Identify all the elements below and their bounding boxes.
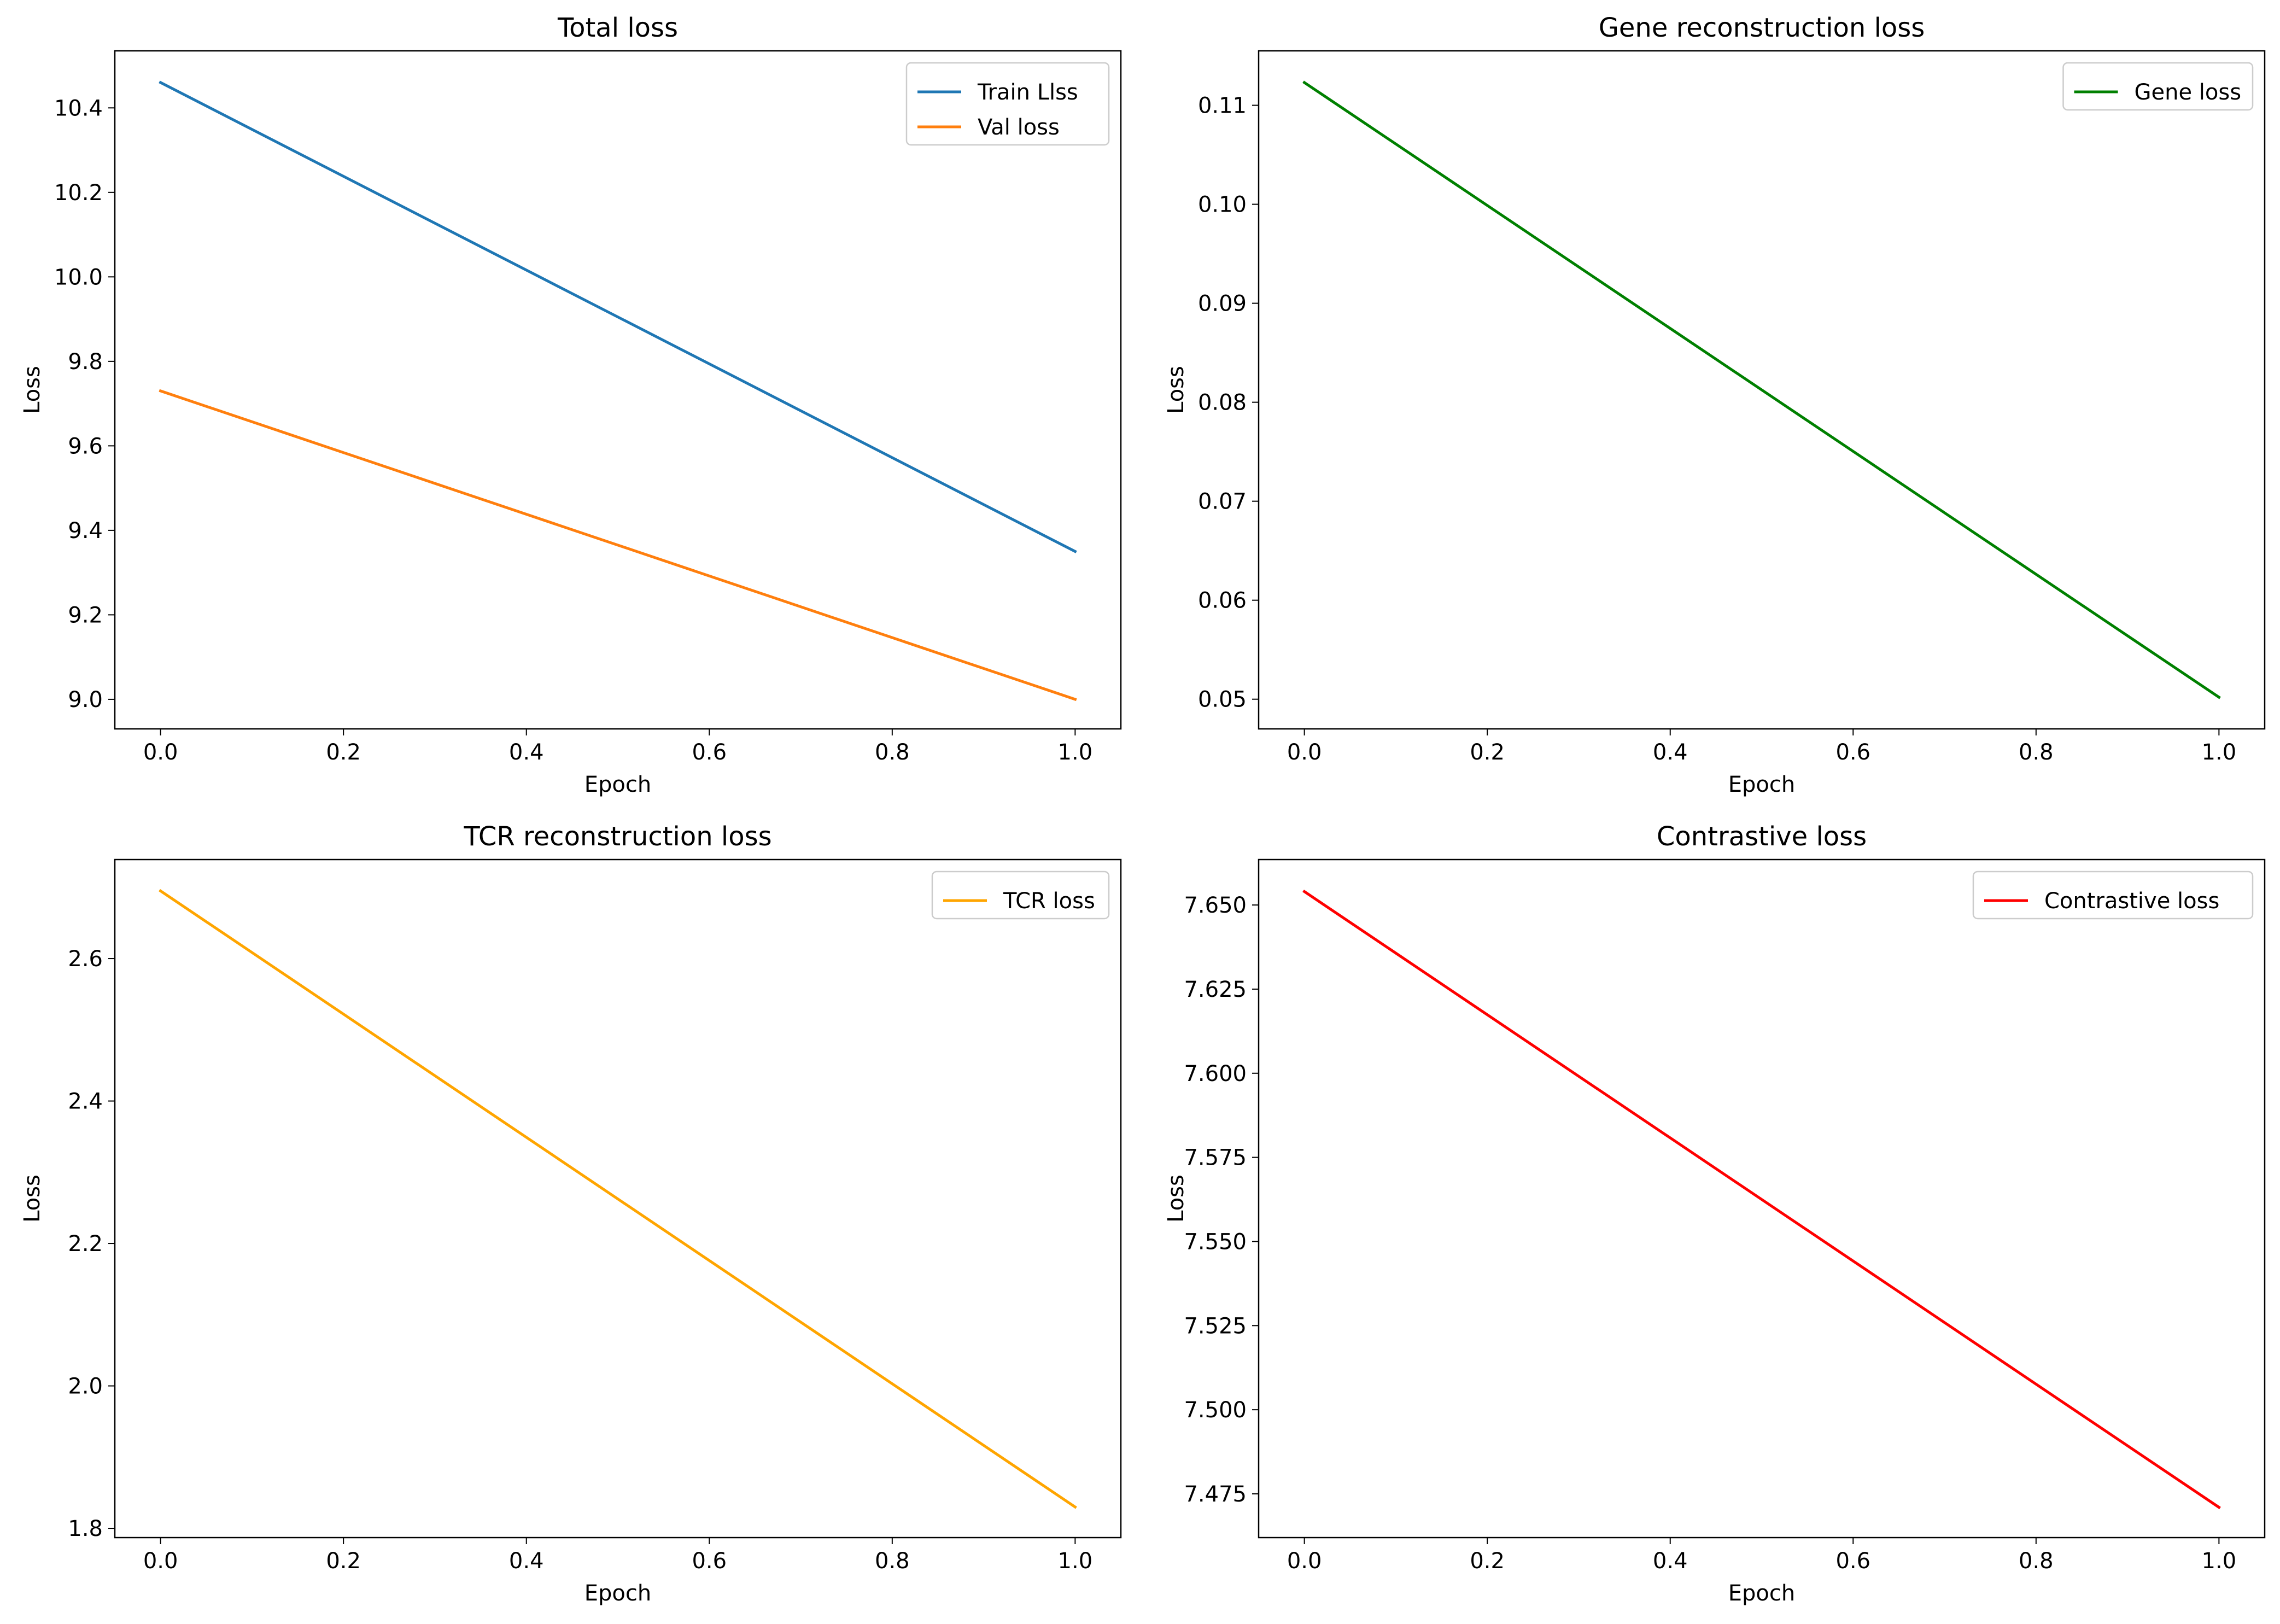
y-tick-label: 7.650: [1184, 893, 1247, 918]
y-tick-label: 2.2: [68, 1231, 103, 1257]
chart-panel-tcr-reconstruction-loss: TCR reconstruction loss 0.0 0.2 0.4 0.6 0.8 1.…: [20, 821, 1122, 1606]
legend: Contrastive loss: [1972, 871, 2254, 920]
y-tick-label: 2.0: [68, 1374, 103, 1399]
x-axis-label: Epoch: [584, 772, 651, 797]
y-tick-label: 7.600: [1184, 1061, 1247, 1086]
y-tick-label: 9.4: [68, 518, 103, 544]
x-tick-label: 0.0: [1287, 740, 1322, 765]
x-tick-label: 1.0: [1058, 1549, 1093, 1574]
chart-title: Total loss: [557, 13, 678, 43]
series-line-gene-loss: [1302, 80, 2221, 699]
legend-box: [905, 62, 1110, 146]
y-tick-label: 2.4: [68, 1089, 103, 1114]
legend-box: [1972, 871, 2254, 920]
y-tick-label: 9.8: [68, 349, 103, 375]
x-tick-label: 0.4: [1653, 1549, 1688, 1574]
x-tick-label: 0.8: [875, 740, 910, 765]
legend-label: Train Llss: [977, 80, 1078, 105]
y-axis-label: Loss: [20, 1175, 45, 1223]
legend: Gene loss: [2062, 62, 2254, 111]
x-tick-label: 0.4: [1653, 740, 1688, 765]
legend-box: [931, 871, 1110, 920]
x-tick-label: 0.6: [1835, 1549, 1870, 1574]
y-tick-label: 7.500: [1184, 1398, 1247, 1423]
chart-panel-gene-reconstruction-loss: Gene reconstruction loss 0.0 0.2 0.4 0.6 0.8 1…: [1164, 13, 2266, 797]
x-tick-label: 0.2: [326, 740, 361, 765]
x-axis-label: Epoch: [1728, 1581, 1795, 1606]
x-axis-label: Epoch: [1728, 772, 1795, 797]
chart-panel-total-loss: Total loss 0.0 0.2 0.4 0.6 0.8 1.0 9.0 9.2 9.4 9.6…: [20, 13, 1122, 797]
x-axis-label: Epoch: [584, 1581, 651, 1606]
plot-frame: [114, 858, 1122, 1539]
y-tick-label: 0.07: [1198, 489, 1247, 515]
x-tick-label: 0.2: [1470, 1549, 1505, 1574]
plot-frame: [1258, 858, 2266, 1539]
y-tick-label: 9.0: [68, 687, 103, 712]
series-line-tcr-loss: [159, 889, 1077, 1509]
y-tick-label: 7.625: [1184, 977, 1247, 1002]
series-line-val-loss: [159, 389, 1077, 702]
chart-title: TCR reconstruction loss: [463, 821, 771, 852]
plot-frame: [114, 50, 1122, 730]
series-line-contrastive-loss: [1302, 890, 2221, 1510]
y-tick-label: 9.6: [68, 434, 103, 459]
legend-label: Contrastive loss: [2044, 889, 2219, 914]
x-tick-label: 0.0: [1287, 1549, 1322, 1574]
y-tick-label: 7.550: [1184, 1229, 1247, 1254]
y-tick-label: 0.11: [1198, 94, 1247, 119]
legend-label: TCR loss: [1003, 889, 1095, 914]
y-tick-label: 10.0: [54, 265, 103, 290]
chart-panel-contrastive-loss: Contrastive loss 0.0 0.2 0.4 0.6 0.8 1.0 7.475 7…: [1164, 821, 2266, 1606]
y-tick-label: 0.08: [1198, 390, 1247, 416]
x-tick-label: 0.0: [143, 740, 178, 765]
x-tick-label: 0.0: [143, 1549, 178, 1574]
legend-label: Gene loss: [2135, 80, 2242, 105]
x-tick-label: 0.6: [1835, 740, 1870, 765]
x-tick-label: 0.4: [509, 1549, 544, 1574]
x-tick-label: 0.2: [326, 1549, 361, 1574]
x-tick-label: 0.8: [875, 1549, 910, 1574]
legend-label: Val loss: [978, 115, 1060, 140]
x-tick-label: 0.6: [692, 740, 727, 765]
x-tick-label: 0.2: [1470, 740, 1505, 765]
y-axis-label: Loss: [20, 366, 45, 414]
series-line-train-llss: [159, 80, 1077, 553]
y-tick-label: 0.06: [1198, 588, 1247, 614]
y-axis-label: Loss: [1164, 1175, 1189, 1223]
x-tick-label: 0.8: [2019, 1549, 2054, 1574]
x-tick-label: 0.8: [2019, 740, 2054, 765]
x-tick-label: 0.4: [509, 740, 544, 765]
y-axis-label: Loss: [1164, 366, 1189, 414]
y-tick-label: 1.8: [68, 1516, 103, 1541]
legend-box: [2062, 62, 2254, 111]
legend: Train Llss Val loss: [905, 62, 1110, 146]
y-tick-label: 0.09: [1198, 291, 1247, 317]
y-tick-label: 7.475: [1184, 1482, 1247, 1507]
y-tick-label: 10.2: [54, 180, 103, 206]
y-tick-label: 10.4: [54, 96, 103, 121]
y-tick-label: 7.575: [1184, 1146, 1247, 1171]
chart-title: Gene reconstruction loss: [1599, 13, 1925, 43]
legend: TCR loss: [931, 871, 1110, 920]
y-tick-label: 9.2: [68, 603, 103, 628]
x-tick-label: 1.0: [2202, 1549, 2237, 1574]
x-tick-label: 0.6: [692, 1549, 727, 1574]
x-tick-label: 1.0: [2202, 740, 2237, 765]
y-tick-label: 2.6: [68, 947, 103, 972]
x-tick-label: 1.0: [1058, 740, 1093, 765]
y-tick-label: 0.10: [1198, 192, 1247, 218]
y-tick-label: 7.525: [1184, 1313, 1247, 1339]
chart-title: Contrastive loss: [1657, 821, 1867, 852]
y-tick-label: 0.05: [1198, 687, 1247, 712]
plot-frame: [1258, 50, 2266, 730]
